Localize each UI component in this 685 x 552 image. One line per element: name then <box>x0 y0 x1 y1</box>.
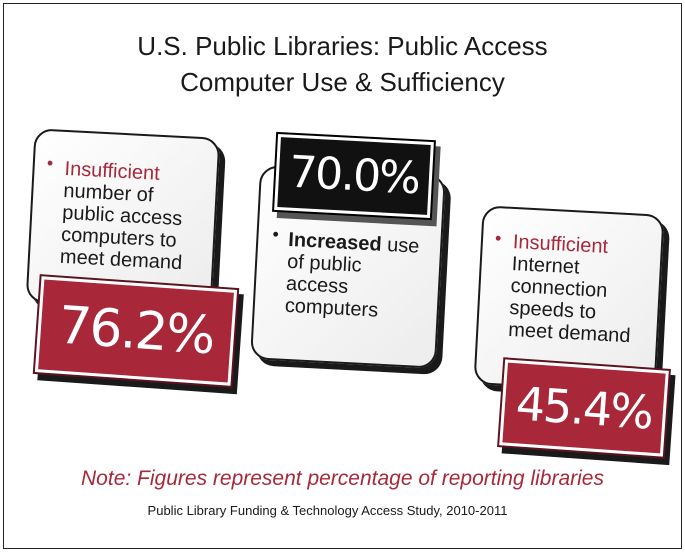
stat-value-internet: 45.4% <box>514 376 654 440</box>
stat-badge-use: 70.0% <box>274 133 434 219</box>
bullet-icon: • <box>46 152 54 174</box>
card-2-highlight-rest: use <box>381 233 420 258</box>
title-line-2: Computer Use & Sufficiency <box>180 67 505 97</box>
card-3-text: Insufficient Internet connection speeds … <box>508 231 636 347</box>
stat-value-computers: 76.2% <box>56 295 216 367</box>
bullet-icon: • <box>272 224 280 245</box>
page-title: U.S. Public Libraries: Public Access Com… <box>0 28 685 100</box>
card-1-text: Insufficient number of public access com… <box>59 158 187 274</box>
source-citation: Public Library Funding & Technology Acce… <box>147 503 508 518</box>
bullet-icon: • <box>494 228 502 249</box>
card-2-text: Increased use of public access computers <box>284 229 420 324</box>
title-line-1: U.S. Public Libraries: Public Access <box>137 31 548 61</box>
stat-badge-computers: 76.2% <box>34 276 238 386</box>
stat-value-use: 70.0% <box>287 146 421 205</box>
footnote: Note: Figures represent percentage of re… <box>81 467 604 490</box>
stat-badge-internet: 45.4% <box>499 359 669 457</box>
